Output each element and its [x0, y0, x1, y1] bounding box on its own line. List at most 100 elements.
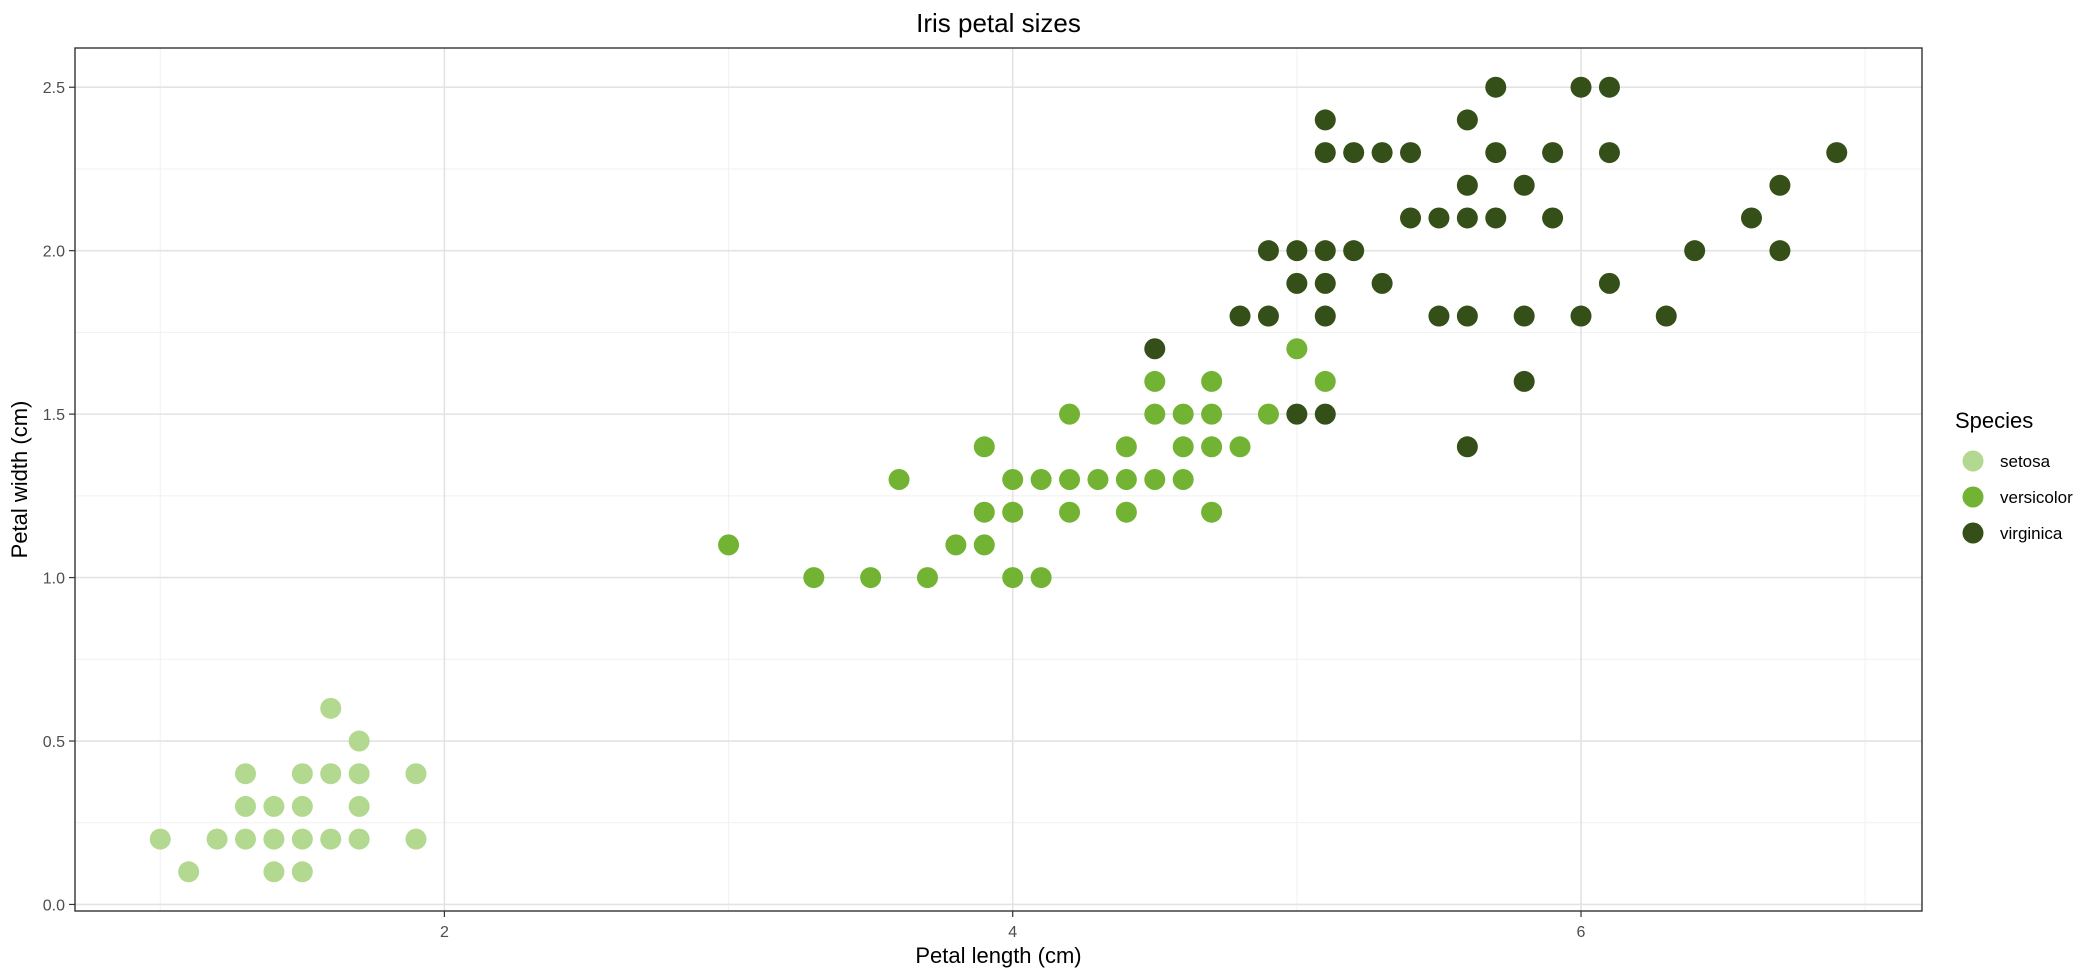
data-point-virginica [1542, 142, 1564, 164]
data-point-setosa [348, 828, 370, 850]
data-point-virginica [1542, 207, 1564, 229]
data-point-virginica [1769, 240, 1791, 262]
data-point-versicolor [973, 436, 995, 458]
data-point-versicolor [1030, 469, 1052, 490]
data-point-virginica [1428, 305, 1450, 327]
data-point-setosa [234, 763, 256, 785]
data-point-setosa [263, 795, 285, 817]
data-point-virginica [1456, 207, 1478, 229]
legend: Species setosa versicolor virginica [1955, 408, 2073, 544]
data-point-versicolor [1115, 469, 1137, 490]
data-point-virginica [1314, 403, 1336, 425]
data-point-setosa [234, 828, 256, 850]
data-point-virginica [1286, 240, 1308, 262]
data-point-versicolor [1030, 567, 1052, 589]
data-point-versicolor [888, 469, 910, 490]
y-tick-label: 2.5 [43, 80, 65, 97]
data-point-setosa [291, 763, 313, 785]
data-point-virginica [1343, 142, 1365, 164]
data-point-virginica [1684, 240, 1706, 262]
legend-label-virginica: virginica [2000, 524, 2063, 543]
data-point-versicolor [1059, 501, 1081, 523]
data-point-versicolor [1286, 338, 1308, 360]
data-point-setosa [320, 697, 342, 719]
legend-key-versicolor [1962, 486, 1984, 508]
data-point-virginica [1286, 272, 1308, 294]
data-point-virginica [1513, 370, 1535, 392]
data-point-versicolor [1257, 403, 1279, 425]
data-point-versicolor [1002, 501, 1024, 523]
data-point-versicolor [1201, 403, 1223, 425]
data-point-virginica [1598, 142, 1620, 164]
x-tick-label: 4 [1008, 924, 1017, 941]
data-point-versicolor [718, 534, 740, 556]
data-point-virginica [1598, 272, 1620, 294]
data-point-virginica [1456, 174, 1478, 196]
data-point-versicolor [1172, 403, 1194, 425]
data-point-setosa [348, 763, 370, 785]
x-tick-label: 6 [1577, 924, 1586, 941]
data-point-setosa [263, 828, 285, 850]
data-point-setosa [405, 828, 427, 850]
data-point-versicolor [1115, 436, 1137, 458]
data-point-versicolor [973, 501, 995, 523]
data-point-versicolor [1144, 370, 1166, 392]
y-tick-label: 1.5 [43, 407, 65, 424]
data-point-virginica [1485, 207, 1507, 229]
data-point-versicolor [1172, 436, 1194, 458]
data-point-versicolor [1059, 469, 1081, 490]
legend-key-setosa [1962, 450, 1984, 472]
data-point-versicolor [1144, 469, 1166, 490]
data-point-virginica [1485, 76, 1507, 98]
data-point-versicolor [916, 567, 938, 589]
data-point-setosa [291, 861, 313, 883]
data-point-virginica [1513, 305, 1535, 327]
data-point-virginica [1513, 174, 1535, 196]
data-point-virginica [1769, 174, 1791, 196]
data-point-virginica [1257, 305, 1279, 327]
data-point-virginica [1314, 109, 1336, 131]
data-point-versicolor [1002, 469, 1024, 490]
data-point-virginica [1456, 109, 1478, 131]
data-point-virginica [1456, 436, 1478, 458]
data-point-versicolor [1144, 403, 1166, 425]
data-point-versicolor [973, 534, 995, 556]
data-point-virginica [1485, 142, 1507, 164]
data-point-virginica [1314, 240, 1336, 262]
data-point-setosa [348, 730, 370, 752]
data-point-virginica [1371, 142, 1393, 164]
data-point-virginica [1286, 403, 1308, 425]
data-point-versicolor [1002, 567, 1024, 589]
axis-ticks: 2 4 6 0.0 0.5 1.0 1.5 2.0 2.5 [43, 80, 1586, 941]
x-axis-label: Petal length (cm) [915, 943, 1081, 968]
data-point-virginica [1570, 76, 1592, 98]
series-setosa [149, 697, 427, 883]
series-versicolor [718, 338, 1336, 589]
data-point-setosa [320, 763, 342, 785]
data-point-versicolor [1314, 370, 1336, 392]
data-point-versicolor [1059, 403, 1081, 425]
data-point-virginica [1655, 305, 1677, 327]
data-point-setosa [206, 828, 228, 850]
series-virginica [1144, 76, 1848, 458]
data-point-virginica [1229, 305, 1251, 327]
legend-label-setosa: setosa [2000, 452, 2051, 471]
data-points [149, 76, 1848, 883]
data-point-virginica [1456, 305, 1478, 327]
data-point-virginica [1314, 142, 1336, 164]
data-point-virginica [1257, 240, 1279, 262]
data-point-versicolor [1201, 370, 1223, 392]
y-tick-label: 0.5 [43, 734, 65, 751]
legend-label-versicolor: versicolor [2000, 488, 2073, 507]
legend-key-virginica [1962, 522, 1984, 544]
data-point-virginica [1400, 142, 1422, 164]
data-point-setosa [149, 828, 171, 850]
data-point-setosa [405, 763, 427, 785]
data-point-virginica [1314, 305, 1336, 327]
data-point-virginica [1343, 240, 1365, 262]
y-axis-label: Petal width (cm) [7, 401, 32, 559]
data-point-setosa [320, 828, 342, 850]
legend-title: Species [1955, 408, 2033, 433]
data-point-versicolor [1201, 501, 1223, 523]
